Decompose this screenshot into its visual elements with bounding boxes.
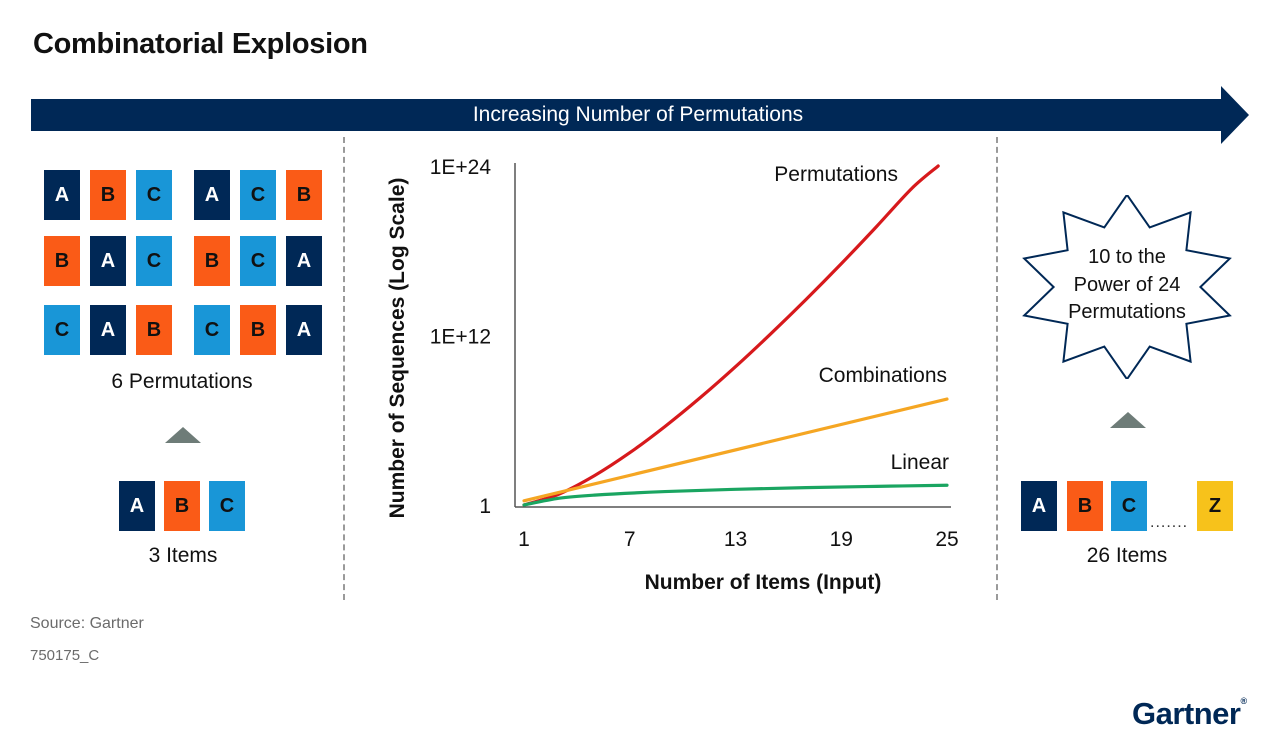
banner-arrow xyxy=(31,86,1249,144)
source-note: Source: Gartner xyxy=(30,615,144,632)
letter-tile-c: C xyxy=(209,481,245,531)
letter-tile-b: B xyxy=(136,305,172,355)
series-label-permutations: Permutations xyxy=(774,163,898,186)
letter-tile-b: B xyxy=(90,170,126,220)
letter-tile-a: A xyxy=(286,305,322,355)
starburst-label: 10 to the Power of 24 Permutations xyxy=(1068,246,1186,323)
y-tick-label: 1E+12 xyxy=(430,326,491,349)
series-line-combinations xyxy=(522,397,949,503)
x-tick-label: 13 xyxy=(724,528,747,551)
letter-tile-b: B xyxy=(44,236,80,286)
y-tick-label: 1E+24 xyxy=(430,156,492,179)
page-title: Combinatorial Explosion xyxy=(33,28,368,60)
letter-tile-c: C xyxy=(194,305,230,355)
y-tick-label: 1 xyxy=(479,495,491,518)
letter-tile-c: C xyxy=(240,236,276,286)
x-axis-title: Number of Items (Input) xyxy=(645,571,882,594)
letter-tile-c: C xyxy=(44,305,80,355)
letter-tile-a: A xyxy=(119,481,155,531)
items-caption-right: 26 Items xyxy=(1086,544,1168,567)
letter-tile-b: B xyxy=(1067,481,1103,531)
letter-tile-b: B xyxy=(164,481,200,531)
series-line-permutations xyxy=(522,164,940,507)
letter-tile-b: B xyxy=(286,170,322,220)
permutations-caption: 6 Permutations xyxy=(111,370,253,393)
letter-tile-c: C xyxy=(1111,481,1147,531)
log-scale-chart: 1 1E+12 1E+24 1 7 13 19 25 Number of Items (Inpu… xyxy=(386,156,959,594)
x-tick-label: 25 xyxy=(935,528,958,551)
document-id: 750175_C xyxy=(30,647,100,664)
x-tick-label: 1 xyxy=(518,528,530,551)
letter-tile-a: A xyxy=(44,170,80,220)
banner-label: Increasing Number of Permutations xyxy=(472,103,804,126)
letter-tile-c: C xyxy=(136,236,172,286)
starburst-polygon xyxy=(1022,195,1232,379)
items-caption-left: 3 Items xyxy=(148,544,218,567)
letter-tile-b: B xyxy=(194,236,230,286)
left-divider xyxy=(343,137,345,600)
series-line-linear xyxy=(522,483,949,507)
letter-tile-a: A xyxy=(286,236,322,286)
y-axis-title: Number of Sequences (Log Scale) xyxy=(386,178,409,519)
right-divider xyxy=(996,137,998,600)
logo-registered-mark: ® xyxy=(1240,696,1247,706)
series-label-combinations: Combinations xyxy=(819,364,947,387)
banner-arrow-shape xyxy=(31,86,1249,144)
x-tick-label: 7 xyxy=(624,528,636,551)
x-tick-label: 19 xyxy=(830,528,853,551)
ellipsis: ....... xyxy=(1150,514,1189,531)
letter-tile-z: Z xyxy=(1197,481,1233,531)
starburst-shape xyxy=(1022,195,1232,379)
letter-tile-a: A xyxy=(194,170,230,220)
series-label-linear: Linear xyxy=(891,451,949,474)
letter-tile-c: C xyxy=(240,170,276,220)
up-triangle-icon xyxy=(165,427,201,443)
logo-text: Gartner xyxy=(1132,696,1241,731)
letter-tile-b: B xyxy=(240,305,276,355)
gartner-logo: Gartner® xyxy=(1132,696,1247,732)
letter-tile-a: A xyxy=(90,236,126,286)
letter-tile-a: A xyxy=(90,305,126,355)
letter-tile-a: A xyxy=(1021,481,1057,531)
up-triangle-icon xyxy=(1110,412,1146,428)
letter-tile-c: C xyxy=(136,170,172,220)
